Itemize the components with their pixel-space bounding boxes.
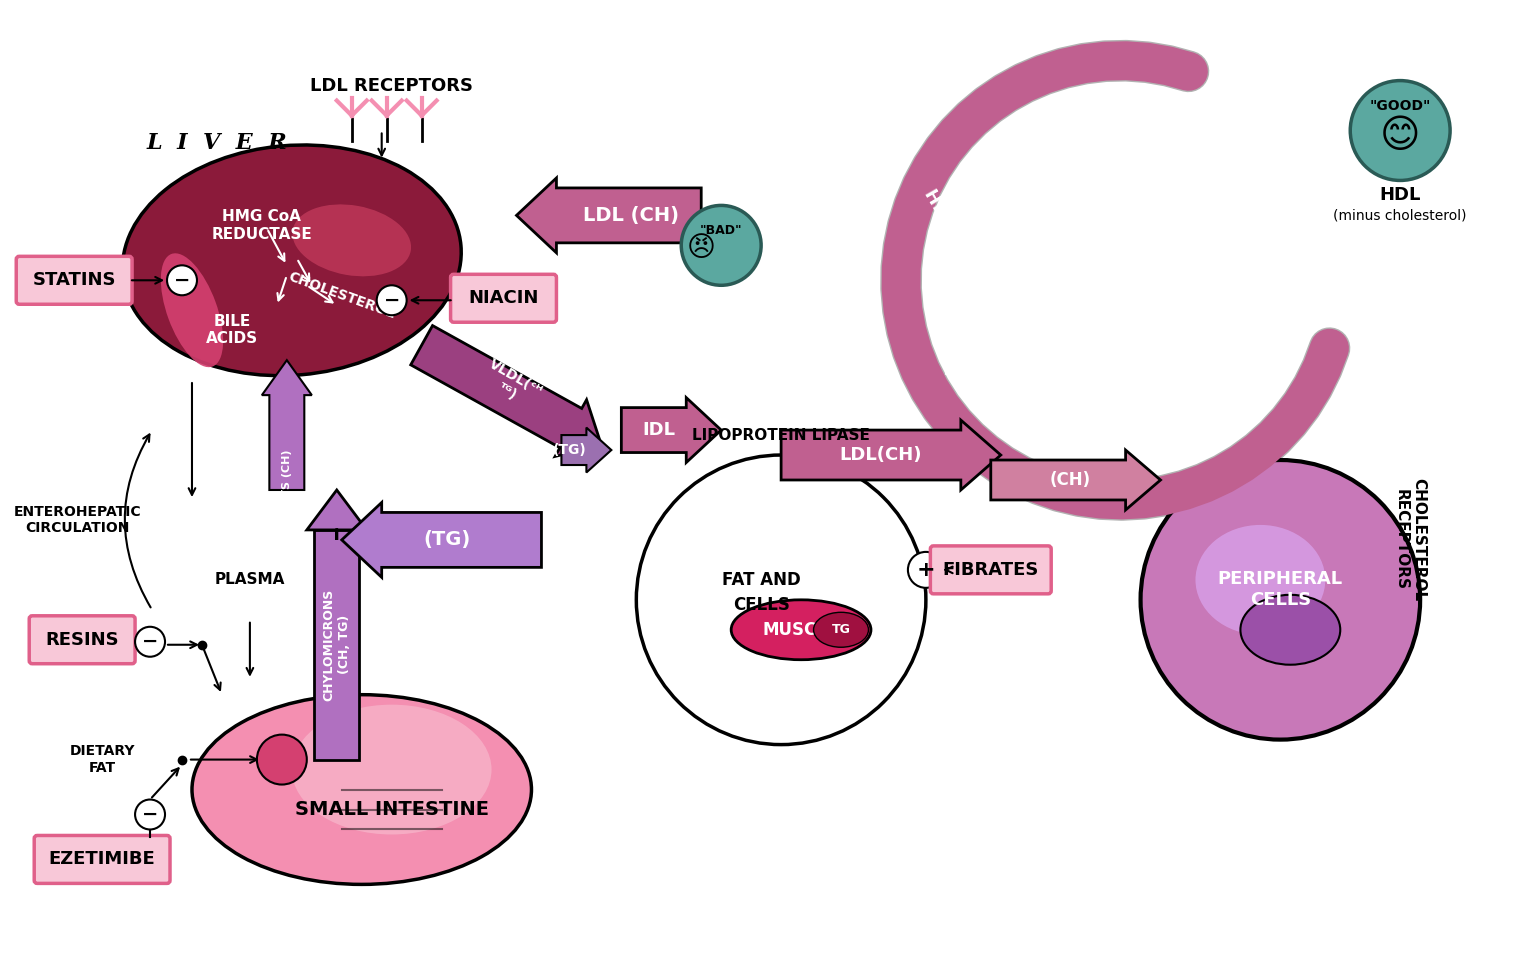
- Circle shape: [377, 286, 407, 315]
- Text: MUSCLE: MUSCLE: [763, 621, 838, 639]
- Ellipse shape: [292, 705, 492, 835]
- Ellipse shape: [1195, 525, 1325, 635]
- FancyBboxPatch shape: [17, 256, 132, 305]
- Text: PLASMA: PLASMA: [214, 572, 286, 587]
- Ellipse shape: [161, 253, 223, 367]
- Text: LDL RECEPTORS: LDL RECEPTORS: [310, 76, 474, 95]
- Text: REMNANTS (CH): REMNANTS (CH): [283, 449, 292, 551]
- Circle shape: [135, 799, 166, 830]
- Text: FAT AND: FAT AND: [722, 571, 801, 589]
- FancyArrow shape: [342, 502, 541, 578]
- Text: CELLS: CELLS: [732, 596, 790, 614]
- Text: +: +: [916, 560, 936, 580]
- Text: ENTEROHEPATIC
CIRCULATION: ENTEROHEPATIC CIRCULATION: [14, 505, 141, 535]
- Text: LDL (CH): LDL (CH): [583, 206, 679, 224]
- Text: "BAD": "BAD": [700, 223, 743, 237]
- Ellipse shape: [814, 612, 869, 647]
- Text: CHOLESTEROL
RECEPTORS: CHOLESTEROL RECEPTORS: [1394, 478, 1426, 602]
- Text: −: −: [383, 290, 399, 309]
- Text: −: −: [173, 271, 190, 289]
- Circle shape: [636, 455, 927, 745]
- Text: HDL (CH): HDL (CH): [921, 186, 981, 275]
- Ellipse shape: [257, 734, 307, 785]
- Text: PERIPHERAL
CELLS: PERIPHERAL CELLS: [1218, 570, 1343, 609]
- Text: HDL (CH): HDL (CH): [1209, 156, 1271, 244]
- FancyArrow shape: [516, 178, 702, 253]
- Ellipse shape: [681, 205, 761, 286]
- Circle shape: [135, 626, 166, 657]
- FancyArrow shape: [990, 450, 1161, 510]
- Circle shape: [167, 265, 197, 295]
- Text: (TG): (TG): [422, 530, 471, 549]
- Ellipse shape: [1141, 460, 1420, 739]
- Text: NIACIN: NIACIN: [468, 289, 539, 308]
- Ellipse shape: [1241, 595, 1340, 665]
- Text: (TG): (TG): [553, 443, 586, 457]
- Ellipse shape: [731, 600, 870, 660]
- Ellipse shape: [191, 694, 532, 884]
- Text: L  I  V  E  R: L I V E R: [146, 132, 287, 154]
- Text: SMALL INTESTINE: SMALL INTESTINE: [295, 800, 489, 819]
- FancyArrow shape: [314, 530, 358, 759]
- Text: −: −: [141, 805, 158, 824]
- Text: CHOLESTEROL: CHOLESTEROL: [287, 269, 396, 321]
- Text: DIETARY
FAT: DIETARY FAT: [70, 745, 135, 775]
- FancyArrow shape: [562, 428, 611, 473]
- Circle shape: [908, 552, 943, 588]
- Ellipse shape: [1350, 80, 1451, 180]
- Text: CHYLOMICRONS
(CH, TG): CHYLOMICRONS (CH, TG): [322, 588, 351, 701]
- Text: FIBRATES: FIBRATES: [943, 561, 1039, 579]
- Text: −: −: [141, 632, 158, 651]
- Text: "GOOD": "GOOD": [1370, 98, 1431, 113]
- Text: 😊: 😊: [1379, 117, 1420, 155]
- Text: EZETIMIBE: EZETIMIBE: [49, 851, 155, 868]
- Text: LDL(CH): LDL(CH): [840, 446, 922, 464]
- Text: REMNANTS: REMNANTS: [943, 286, 958, 374]
- Text: STATINS: STATINS: [32, 271, 115, 289]
- Text: (minus cholesterol): (minus cholesterol): [1334, 208, 1467, 223]
- Text: (CH): (CH): [1050, 471, 1091, 489]
- FancyBboxPatch shape: [35, 836, 170, 883]
- Text: VLDL(ᶜᴴ
ᵀᴳ): VLDL(ᶜᴴ ᵀᴳ): [478, 357, 545, 414]
- FancyArrow shape: [410, 326, 602, 456]
- Text: BILE
ACIDS: BILE ACIDS: [207, 314, 258, 347]
- FancyArrow shape: [261, 360, 311, 490]
- FancyBboxPatch shape: [29, 616, 135, 664]
- Text: IDL: IDL: [643, 421, 676, 439]
- Text: HDL: HDL: [1379, 186, 1420, 204]
- Text: HMG CoA
REDUCTASE: HMG CoA REDUCTASE: [211, 209, 313, 242]
- Text: LIPOPROTEIN LIPASE: LIPOPROTEIN LIPASE: [693, 428, 870, 442]
- FancyBboxPatch shape: [930, 546, 1051, 594]
- Text: TG: TG: [831, 624, 851, 636]
- Text: RESINS: RESINS: [46, 630, 118, 648]
- FancyArrow shape: [307, 490, 366, 540]
- FancyArrow shape: [621, 397, 722, 462]
- FancyArrow shape: [781, 420, 1001, 490]
- Text: 😠: 😠: [687, 234, 715, 263]
- Ellipse shape: [293, 204, 412, 276]
- Ellipse shape: [123, 145, 462, 375]
- FancyBboxPatch shape: [451, 274, 556, 322]
